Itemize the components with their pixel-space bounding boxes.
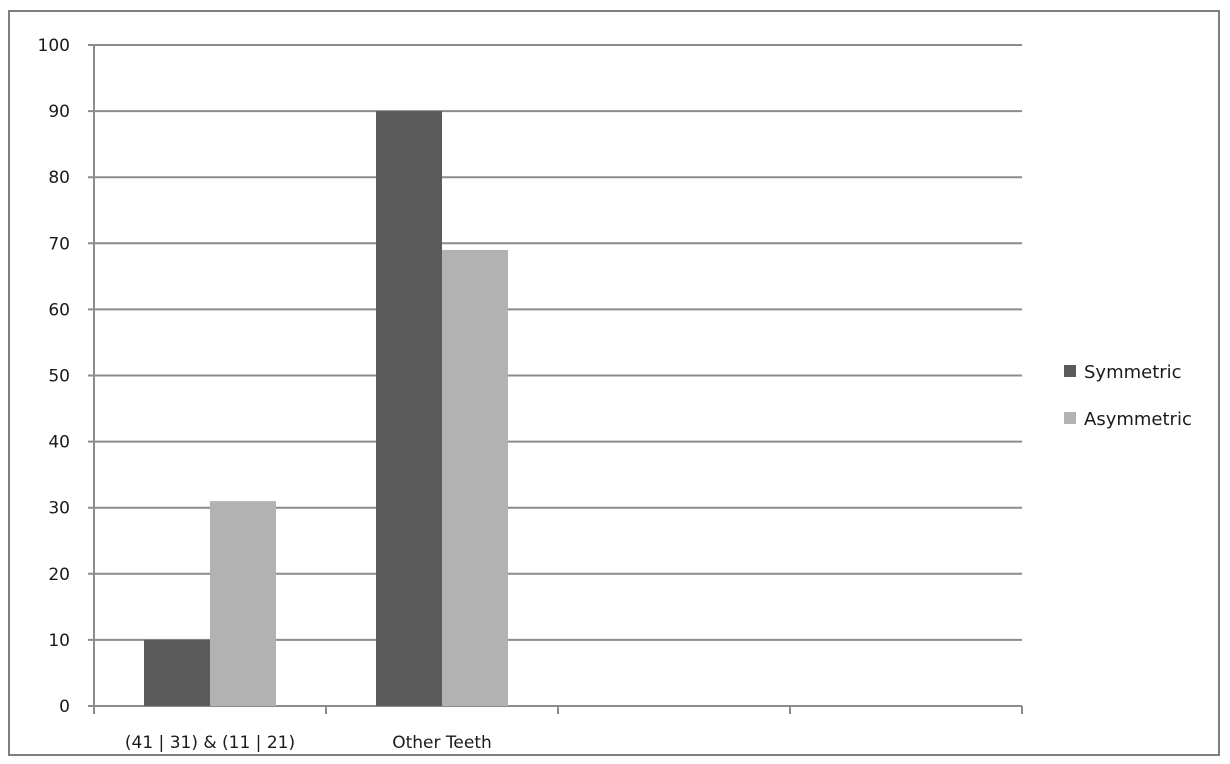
x-tick-label: (41 | 31) & (11 | 21) <box>125 733 295 753</box>
chart-frame: 0 10 20 30 40 50 60 70 80 90 100 (41 | 31) & (11 |… <box>8 10 1220 756</box>
x-tick-label: Other Teeth <box>392 733 492 753</box>
legend-label-symmetric: Symmetric <box>1084 362 1182 383</box>
legend-label-asymmetric: Asymmetric <box>1084 409 1192 430</box>
legend-swatch-symmetric <box>1064 365 1076 377</box>
legend-swatch-asymmetric <box>1064 412 1076 424</box>
y-axis-ticks: 0 10 20 30 40 50 60 70 80 90 100 <box>38 36 70 717</box>
y-tick-label: 60 <box>48 300 70 320</box>
y-tick-label: 40 <box>48 433 70 453</box>
y-tick-label: 50 <box>48 367 70 387</box>
y-tick-label: 70 <box>48 234 70 254</box>
x-axis: (41 | 31) & (11 | 21) Other Teeth <box>93 45 1023 753</box>
y-tick-label: 10 <box>48 631 70 651</box>
y-tick-label: 90 <box>48 102 70 122</box>
y-tick-label: 80 <box>48 168 70 188</box>
bar-asymmetric <box>210 501 276 706</box>
bar-asymmetric <box>442 249 508 706</box>
bar-chart: 0 10 20 30 40 50 60 70 80 90 100 (41 | 31) & (11 |… <box>38 36 1192 753</box>
bars <box>144 111 508 707</box>
y-tick-label: 20 <box>48 565 70 585</box>
y-tick-label: 0 <box>59 697 70 717</box>
bar-symmetric <box>376 111 442 707</box>
y-tick-label: 100 <box>38 36 70 56</box>
y-tick-label: 30 <box>48 499 70 519</box>
legend: Symmetric Asymmetric <box>1064 362 1192 430</box>
bar-symmetric <box>144 639 210 706</box>
